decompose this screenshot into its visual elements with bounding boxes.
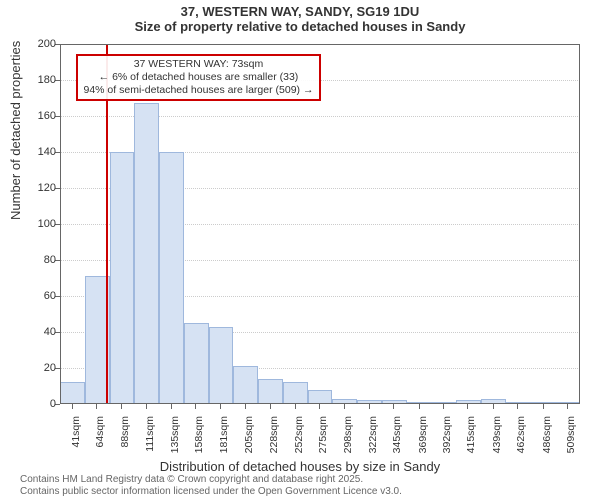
attribution-line-1: Contains HM Land Registry data © Crown c… — [20, 474, 402, 486]
x-tick — [245, 404, 246, 409]
x-tick — [567, 404, 568, 409]
x-tick — [344, 404, 345, 409]
chart-title: 37, WESTERN WAY, SANDY, SG19 1DU Size of… — [0, 0, 600, 34]
x-tick — [171, 404, 172, 409]
title-subtitle: Size of property relative to detached ho… — [0, 19, 600, 34]
y-tick-label: 160 — [16, 110, 56, 122]
x-tick — [517, 404, 518, 409]
x-tick — [369, 404, 370, 409]
x-tick — [295, 404, 296, 409]
attribution-block: Contains HM Land Registry data © Crown c… — [20, 474, 402, 498]
x-tick — [220, 404, 221, 409]
x-tick — [270, 404, 271, 409]
x-tick — [319, 404, 320, 409]
x-tick — [121, 404, 122, 409]
title-address: 37, WESTERN WAY, SANDY, SG19 1DU — [0, 4, 600, 19]
y-tick-label: 140 — [16, 146, 56, 158]
y-tick-label: 200 — [16, 38, 56, 50]
x-tick — [419, 404, 420, 409]
x-axis-label: Distribution of detached houses by size … — [0, 459, 600, 474]
plot-border — [60, 44, 580, 404]
y-tick-label: 80 — [16, 254, 56, 266]
y-tick-label: 60 — [16, 290, 56, 302]
x-tick — [467, 404, 468, 409]
x-tick — [493, 404, 494, 409]
attribution-line-2: Contains public sector information licen… — [20, 486, 402, 498]
y-tick-label: 180 — [16, 74, 56, 86]
x-tick — [72, 404, 73, 409]
y-tick-label: 100 — [16, 218, 56, 230]
x-tick — [543, 404, 544, 409]
y-tick-label: 0 — [16, 398, 56, 410]
y-tick-label: 20 — [16, 362, 56, 374]
y-tick-label: 40 — [16, 326, 56, 338]
y-tick-label: 120 — [16, 182, 56, 194]
histogram-plot: 02040608010012014016018020041sqm64sqm88s… — [60, 44, 580, 404]
x-tick — [443, 404, 444, 409]
x-tick — [393, 404, 394, 409]
x-tick — [96, 404, 97, 409]
x-tick — [195, 404, 196, 409]
x-tick — [146, 404, 147, 409]
